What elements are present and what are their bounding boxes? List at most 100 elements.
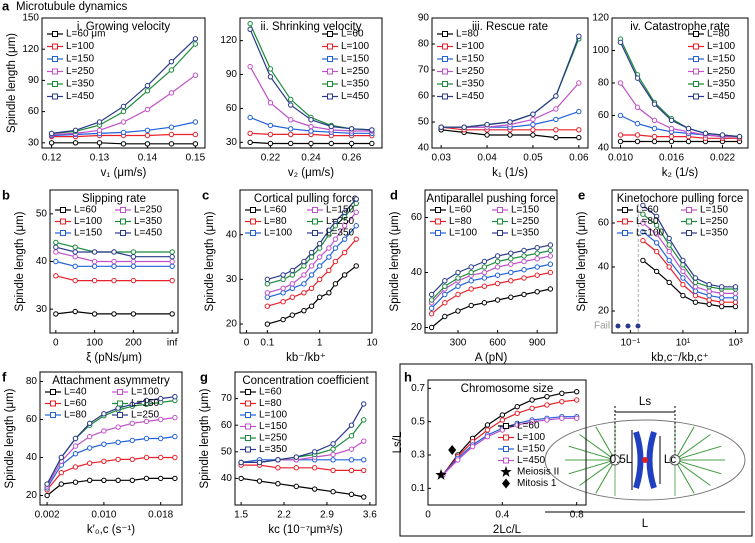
data-point	[732, 284, 739, 290]
data-point	[72, 244, 78, 250]
y-axis-label: Spindle length (μm)	[14, 211, 26, 311]
data-point	[267, 140, 274, 147]
data-point	[617, 80, 624, 86]
data-point	[455, 275, 461, 281]
data-point	[706, 281, 712, 288]
legend-label: L=60 μm	[66, 29, 105, 40]
legend-label: L=60	[636, 205, 659, 216]
y-tick-label: 80	[598, 78, 610, 89]
microtubule	[674, 459, 722, 475]
y-tick-label: 30	[226, 137, 238, 148]
x-tick-label: 0.010	[91, 510, 116, 521]
data-point	[653, 248, 660, 255]
data-point	[144, 88, 151, 94]
legend-label: L=150	[131, 398, 160, 409]
data-point	[120, 141, 127, 147]
data-point	[529, 418, 535, 425]
data-point	[529, 397, 535, 403]
data-point	[521, 267, 527, 273]
data-point	[256, 459, 263, 466]
x-tick-label: 100	[86, 338, 103, 349]
data-point	[353, 196, 359, 202]
data-point	[719, 295, 725, 301]
x-axis-label: v₁ (μm/s)	[101, 167, 147, 179]
data-point	[559, 398, 565, 405]
data-point	[514, 403, 520, 410]
chart-title: iii. Rescue rate	[472, 21, 548, 33]
data-point	[247, 26, 253, 33]
legend-marker	[50, 389, 56, 395]
data-point	[169, 263, 175, 269]
data-point	[308, 140, 314, 147]
data-point	[192, 36, 199, 42]
data-point	[640, 211, 646, 217]
data-point	[494, 258, 501, 265]
data-point	[311, 486, 318, 492]
data-point	[559, 390, 565, 397]
data-point	[428, 297, 435, 303]
data-point	[719, 290, 725, 297]
y-axis-label: Spindle length (μm)	[204, 211, 216, 311]
data-point	[72, 127, 79, 134]
y-tick-label: 40	[598, 143, 610, 154]
legend-label: L=250	[707, 66, 736, 77]
data-point	[685, 125, 692, 132]
series-line	[46, 396, 175, 485]
data-point	[666, 257, 672, 264]
y-tick-label: 20	[411, 322, 423, 333]
data-point	[534, 250, 540, 256]
data-point	[289, 312, 296, 318]
x-tick-label: 1.5	[234, 510, 248, 521]
data-point	[53, 258, 59, 265]
data-point	[311, 465, 318, 471]
data-point	[428, 311, 435, 317]
legend-label: L=250	[341, 66, 370, 77]
legend-marker	[52, 43, 58, 50]
data-point	[316, 263, 323, 269]
panel-heading: Microtubule dynamics	[16, 1, 127, 13]
legend-marker	[50, 412, 56, 418]
data-point	[158, 416, 164, 423]
data-point	[87, 460, 93, 466]
data-point	[308, 272, 315, 278]
kinetochore	[642, 457, 648, 463]
y-tick-label: 50	[36, 208, 48, 219]
legend-marker	[686, 230, 692, 236]
data-point	[267, 122, 274, 129]
data-point	[169, 258, 175, 265]
panel-letter: g	[200, 369, 208, 384]
data-point	[361, 401, 367, 407]
data-point	[101, 458, 107, 464]
series-line	[55, 246, 173, 258]
data-point	[53, 239, 59, 246]
panel-letter: d	[390, 187, 398, 202]
legend-marker	[312, 230, 318, 236]
legend-marker	[120, 207, 126, 213]
data-point	[574, 397, 580, 403]
data-point	[574, 388, 580, 395]
data-point	[53, 311, 59, 317]
data-point	[534, 272, 540, 278]
y-tick-label: 60	[598, 218, 610, 229]
data-point	[58, 470, 64, 476]
data-point	[280, 285, 286, 292]
data-point	[326, 227, 332, 233]
data-point	[238, 475, 244, 482]
x-tick-label: inf	[167, 338, 178, 349]
series-line	[442, 399, 577, 476]
legend-label: L=100	[131, 387, 160, 398]
y-tick-label: 150	[22, 13, 39, 24]
data-point	[634, 132, 641, 138]
data-point	[120, 129, 127, 136]
y-axis-label: Spindle length (μm)	[199, 388, 211, 488]
data-point	[130, 277, 137, 284]
data-point	[617, 112, 624, 119]
legend-label: L=150	[700, 205, 729, 216]
legend-label: L=80	[636, 216, 659, 227]
legend-marker	[312, 218, 318, 225]
data-point	[348, 140, 355, 147]
data-point	[72, 249, 78, 255]
legend-marker	[327, 56, 333, 62]
data-point	[129, 437, 136, 444]
data-point	[348, 491, 355, 498]
